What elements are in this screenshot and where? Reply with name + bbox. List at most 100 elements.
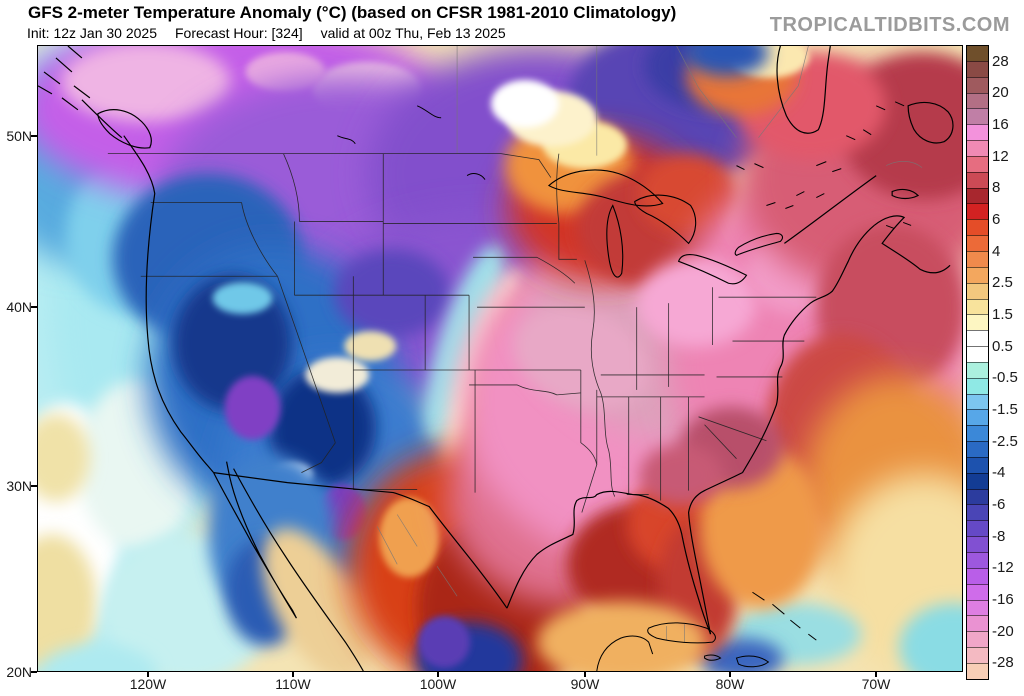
lon-tick — [729, 672, 731, 677]
small-lakes — [337, 101, 912, 229]
anomaly-blob — [305, 357, 370, 393]
anomaly-blob — [60, 46, 231, 122]
colorbar-segment — [967, 60, 988, 77]
anomaly-blob — [262, 527, 369, 671]
anomaly-blob — [38, 534, 97, 671]
colorbar-segment — [967, 567, 988, 584]
colorbar-segment — [967, 393, 988, 410]
lon-tick — [147, 672, 149, 677]
lat-tick — [31, 306, 37, 308]
lat-label: 40N — [6, 299, 32, 315]
colorbar-segment — [967, 92, 988, 109]
province-borders — [376, 46, 923, 643]
colorbar-segment — [967, 250, 988, 267]
anomaly-blob — [638, 153, 739, 234]
great-lakes — [547, 169, 784, 285]
run-info: Init: 12z Jan 30 2025 Forecast Hour: [324… — [27, 25, 524, 41]
colorbar-tick-label: 6 — [992, 211, 1001, 229]
colorbar-segment — [967, 124, 988, 141]
colorbar-tick-label: 28 — [992, 52, 1009, 70]
anomaly-blob — [212, 282, 273, 315]
colorbar-segment — [967, 346, 988, 362]
colorbar-segment — [967, 266, 988, 283]
colorbar-segment — [967, 615, 988, 632]
coastline — [38, 46, 954, 671]
colorbar-tick-label: -0.5 — [992, 369, 1018, 387]
anomaly-blob — [639, 443, 724, 506]
colorbar-segment — [967, 472, 988, 489]
lon-label: 110W — [275, 676, 311, 692]
colorbar-segment — [967, 187, 988, 204]
site-watermark: TROPICALTIDBITS.COM — [769, 14, 1010, 36]
anomaly-blob — [491, 79, 559, 128]
colorbar-tick-label: 16 — [992, 116, 1009, 134]
colorbar-tick-label: 20 — [992, 84, 1009, 102]
lat-label: 50N — [6, 128, 32, 144]
forecast-hour: Forecast Hour: [324] — [175, 25, 303, 41]
anomaly-blob — [334, 249, 451, 338]
state-borders — [107, 153, 817, 513]
anomaly-blob — [536, 601, 707, 671]
colorbar-tick-label: 0.5 — [992, 337, 1013, 355]
init-time: Init: 12z Jan 30 2025 — [27, 25, 157, 41]
colorbar-tick-label: -4 — [992, 464, 1006, 482]
colorbar-segment — [967, 520, 988, 537]
colorbar-segment — [967, 46, 988, 61]
colorbar-segment — [967, 219, 988, 236]
colorbar-segment — [967, 631, 988, 648]
colorbar-segment — [967, 203, 988, 220]
colorbar — [966, 45, 989, 680]
lon-tick — [875, 672, 877, 677]
colorbar-segment — [967, 647, 988, 663]
colorbar-segment — [967, 552, 988, 568]
anomaly-blob — [38, 413, 90, 502]
colorbar-tick-label: -28 — [992, 654, 1014, 672]
colorbar-segment — [967, 314, 988, 331]
anomaly-blob — [424, 244, 506, 442]
anomaly-blob — [514, 307, 650, 409]
colorbar-segment — [967, 298, 988, 315]
colorbar-segment — [967, 425, 988, 442]
valid-time: valid at 00z Thu, Feb 13 2025 — [320, 25, 506, 41]
anomaly-blob — [268, 367, 377, 488]
colorbar-segment — [967, 377, 988, 394]
colorbar-tick-label: 12 — [992, 147, 1009, 165]
colorbar-segment — [967, 536, 988, 552]
colorbar-tick-label: -20 — [992, 622, 1014, 640]
colorbar-segment — [967, 599, 988, 616]
lon-label: 100W — [419, 676, 457, 692]
colorbar-tick-label: -2.5 — [992, 432, 1018, 450]
colorbar-tick-label: -1.5 — [992, 400, 1018, 418]
lon-label: 70W — [861, 676, 891, 692]
lat-label: 30N — [6, 478, 32, 494]
lon-tick — [584, 672, 586, 677]
colorbar-segment — [967, 171, 988, 188]
lat-tick — [31, 671, 37, 673]
colorbar-tick-label: 1.5 — [992, 306, 1013, 324]
colorbar-segment — [967, 504, 988, 521]
anomaly-blob — [636, 259, 757, 348]
colorbar-tick-label: -6 — [992, 495, 1006, 513]
lon-label: 80W — [715, 676, 745, 692]
lon-label: 90W — [570, 676, 600, 692]
colorbar-segment — [967, 662, 988, 679]
colorbar-segment — [967, 361, 988, 378]
colorbar-segment — [967, 330, 988, 347]
colorbar-segment — [967, 409, 988, 426]
colorbar-segment — [967, 488, 988, 505]
anomaly-blob — [38, 644, 158, 671]
lat-tick — [31, 485, 37, 487]
anomaly-blob — [224, 375, 281, 440]
anomaly-blobs — [38, 46, 962, 671]
colorbar-tick-label: -8 — [992, 527, 1006, 545]
anomaly-blob — [899, 603, 962, 671]
colorbar-segment — [967, 456, 988, 473]
lon-label: 120W — [129, 676, 167, 692]
colorbar-tick-label: 8 — [992, 179, 1001, 197]
colorbar-segment — [967, 583, 988, 600]
colorbar-tick-label: 4 — [992, 242, 1001, 260]
colorbar-segment — [967, 235, 988, 251]
anomaly-blob — [379, 497, 440, 578]
anomaly-blob — [344, 331, 397, 361]
colorbar-tick-label: -12 — [992, 559, 1014, 577]
